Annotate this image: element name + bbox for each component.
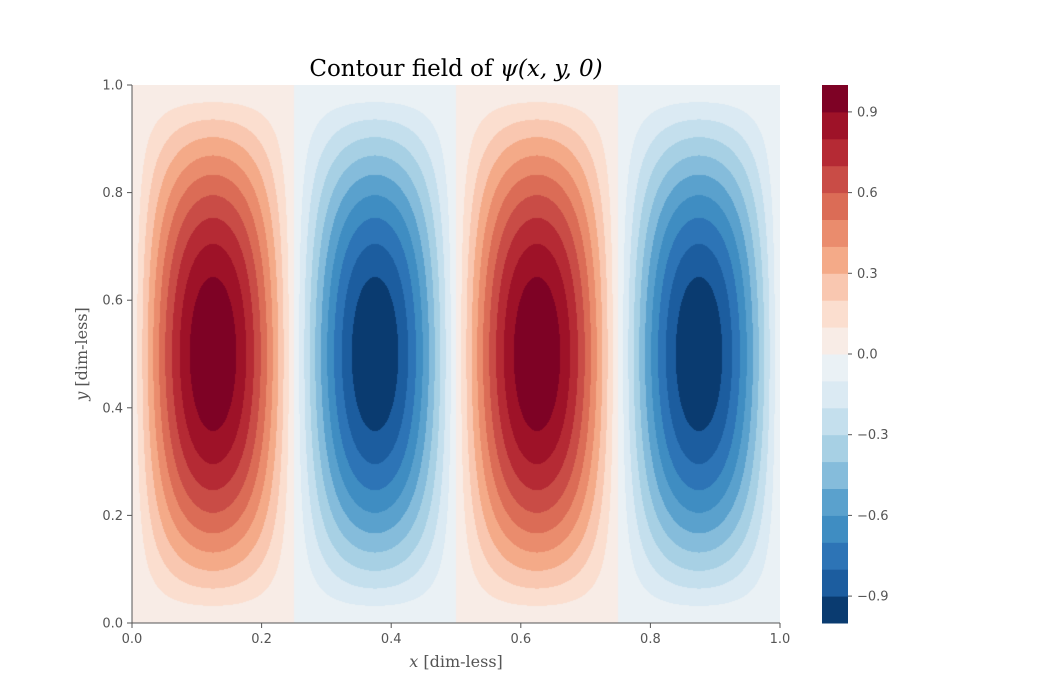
plot-area	[132, 85, 780, 623]
y-tick-label: 0.8	[102, 186, 123, 201]
colorbar-segment	[822, 246, 848, 274]
colorbar-tick-label: 0.0	[857, 348, 878, 363]
colorbar-segment	[822, 111, 848, 140]
colorbar-segment	[822, 273, 848, 301]
colorbar-segment	[822, 354, 848, 382]
colorbar-segment	[822, 138, 848, 167]
colorbar-tick-label: 0.3	[857, 267, 878, 282]
colorbar-segment	[822, 407, 848, 436]
contour-fill	[132, 85, 780, 623]
y-tick-label: 0.4	[102, 401, 123, 416]
x-axis-label: x [dim-less]	[409, 652, 503, 671]
x-tick-label: 0.0	[122, 632, 143, 647]
colorbar-segment	[822, 219, 848, 247]
colorbar-segment	[822, 327, 848, 355]
y-tick-label: 0.0	[102, 617, 123, 632]
colorbar-segment	[822, 596, 848, 624]
y-axis-label: y [dim-less]	[72, 307, 91, 402]
x-tick-label: 0.6	[510, 632, 531, 647]
colorbar-segment	[822, 461, 848, 489]
y-tick-label: 0.2	[102, 509, 123, 524]
colorbar: −0.9 −0.6 −0.3 0.0 0.3 0.6 0.9	[822, 85, 889, 624]
colorbar-segment	[822, 85, 848, 113]
colorbar-segment	[822, 515, 848, 543]
colorbar-tick-label: −0.9	[857, 590, 889, 605]
x-axis: 0.0 0.2 0.4 0.6 0.8 1.0	[122, 622, 791, 647]
colorbar-segment	[822, 192, 848, 220]
colorbar-tick-label: −0.6	[857, 509, 889, 524]
colorbar-segment	[822, 488, 848, 516]
colorbar-segment	[822, 569, 848, 597]
x-tick-label: 0.4	[381, 632, 402, 647]
x-tick-label: 1.0	[770, 632, 791, 647]
colorbar-segment	[822, 434, 848, 463]
chart-title: Contour field of ψ(x, y, 0)	[309, 56, 602, 82]
x-tick-label: 0.2	[251, 632, 272, 647]
y-tick-label: 0.6	[102, 294, 123, 309]
x-tick-label: 0.8	[640, 632, 661, 647]
colorbar-segment	[822, 542, 848, 570]
y-axis: 0.0 0.2 0.4 0.6 0.8 1.0	[102, 79, 133, 632]
y-tick-label: 1.0	[102, 79, 123, 94]
colorbar-tick-label: −0.3	[857, 428, 889, 443]
colorbar-segment	[822, 380, 848, 409]
colorbar-tick-label: 0.9	[857, 105, 878, 120]
colorbar-segment	[822, 300, 848, 328]
colorbar-tick-label: 0.6	[857, 186, 878, 201]
colorbar-segment	[822, 165, 848, 194]
